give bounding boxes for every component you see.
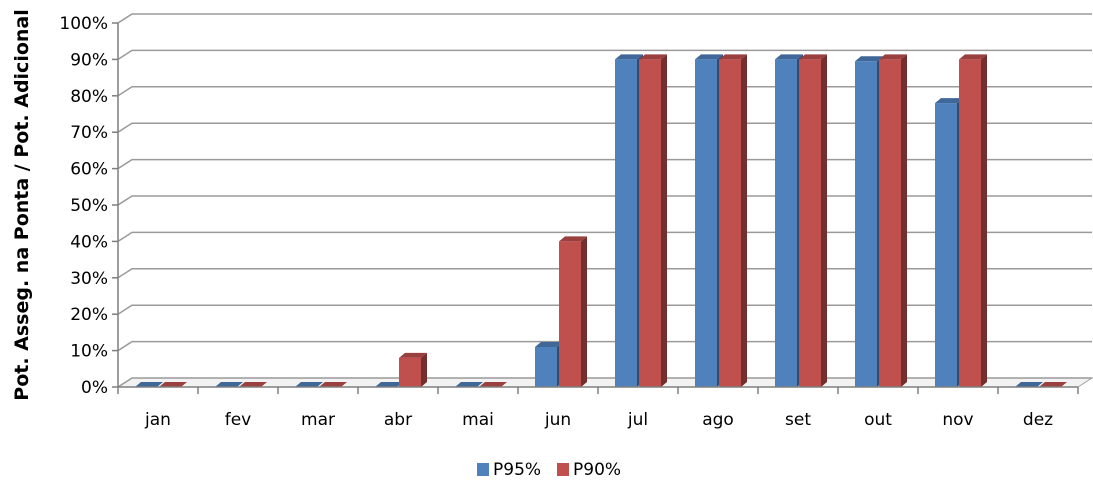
bar-p95pct-mai xyxy=(455,382,483,387)
y-tick-labels: 0% 10% 20% 30% 40% 50% 60% 70% 80% 90% 100% xyxy=(59,14,108,398)
y-tick-label: 50% xyxy=(70,196,108,216)
x-tick-label-jan: jan xyxy=(144,410,171,430)
x-tick-label-mai: mai xyxy=(462,410,494,430)
bar-p90pct-mar xyxy=(319,382,347,387)
bar-p90pct-jun xyxy=(559,236,587,387)
legend-swatch-p95pct xyxy=(477,463,489,476)
bars xyxy=(135,54,1067,388)
gridline xyxy=(117,158,1092,170)
legend-swatch-p90pct xyxy=(557,463,569,476)
bar-p90pct-jul xyxy=(639,54,667,388)
x-tick-label-abr: abr xyxy=(384,410,412,430)
x-tick-label-nov: nov xyxy=(942,410,973,430)
bar-p95pct-mar xyxy=(295,382,323,387)
gridline xyxy=(117,304,1092,315)
y-tick-label: 60% xyxy=(70,160,108,180)
gridline xyxy=(117,86,1092,97)
x-tick-labels: jan fev mar abr mai jun jul ago set out nov dez xyxy=(144,410,1053,430)
legend-label-p95pct: P95% xyxy=(493,460,541,480)
bar-p90pct-out xyxy=(879,54,907,388)
y-tick-label: 20% xyxy=(70,305,108,325)
bar-p90pct-ago xyxy=(719,54,747,388)
y-tick-label: 0% xyxy=(81,378,108,398)
y-tick-label: 10% xyxy=(70,342,108,362)
gridlines xyxy=(117,13,1092,388)
bar-p90pct-dez xyxy=(1039,382,1067,387)
legend-label-p90pct: P90% xyxy=(573,460,621,480)
y-tick-label: 70% xyxy=(70,123,108,143)
x-tick-label-jul: jul xyxy=(627,410,648,430)
bar-p90pct-abr xyxy=(399,352,427,387)
gridline xyxy=(117,231,1092,243)
bar-p90pct-set xyxy=(799,54,827,388)
bar-p95pct-out xyxy=(855,56,883,387)
gridline xyxy=(117,195,1092,206)
x-tick-label-mar: mar xyxy=(301,410,335,430)
bar-p95pct-set xyxy=(775,54,803,388)
y-axis-title: Pot. Asseg. na Ponta / Pot. Adicional xyxy=(11,9,33,400)
bar-p95pct-jul xyxy=(615,54,643,388)
gridline xyxy=(117,268,1092,279)
bar-p90pct-fev xyxy=(239,382,267,387)
bar-p95pct-nov xyxy=(935,98,963,387)
gridline xyxy=(117,49,1092,61)
bar-p95pct-dez xyxy=(1015,382,1043,387)
gridline xyxy=(117,377,1092,388)
bar-p95pct-jan xyxy=(135,382,163,387)
gridline xyxy=(117,122,1092,133)
bar-p95pct-abr xyxy=(375,382,403,387)
axes xyxy=(112,22,1079,394)
x-tick-label-fev: fev xyxy=(225,410,252,430)
bar-p95pct-fev xyxy=(215,382,243,387)
x-tick-label-set: set xyxy=(785,410,811,430)
x-tick-label-jun: jun xyxy=(544,410,571,430)
bar-p95pct-jun xyxy=(535,341,563,387)
bar-p90pct-nov xyxy=(959,54,987,388)
gridline xyxy=(117,340,1092,352)
x-tick-label-out: out xyxy=(864,410,892,430)
y-tick-label: 90% xyxy=(70,50,108,70)
y-tick-label: 30% xyxy=(70,269,108,289)
y-tick-label: 80% xyxy=(70,87,108,107)
gridline xyxy=(117,13,1092,24)
bar-p95pct-ago xyxy=(695,54,723,388)
legend: P95% P90% xyxy=(477,460,621,480)
y-tick-label: 100% xyxy=(59,14,108,34)
bar-p90pct-mai xyxy=(479,382,507,387)
x-tick-label-ago: ago xyxy=(702,410,734,430)
x-tick-label-dez: dez xyxy=(1023,410,1053,430)
y-tick-label: 40% xyxy=(70,232,108,252)
bar-p90pct-jan xyxy=(159,382,187,387)
